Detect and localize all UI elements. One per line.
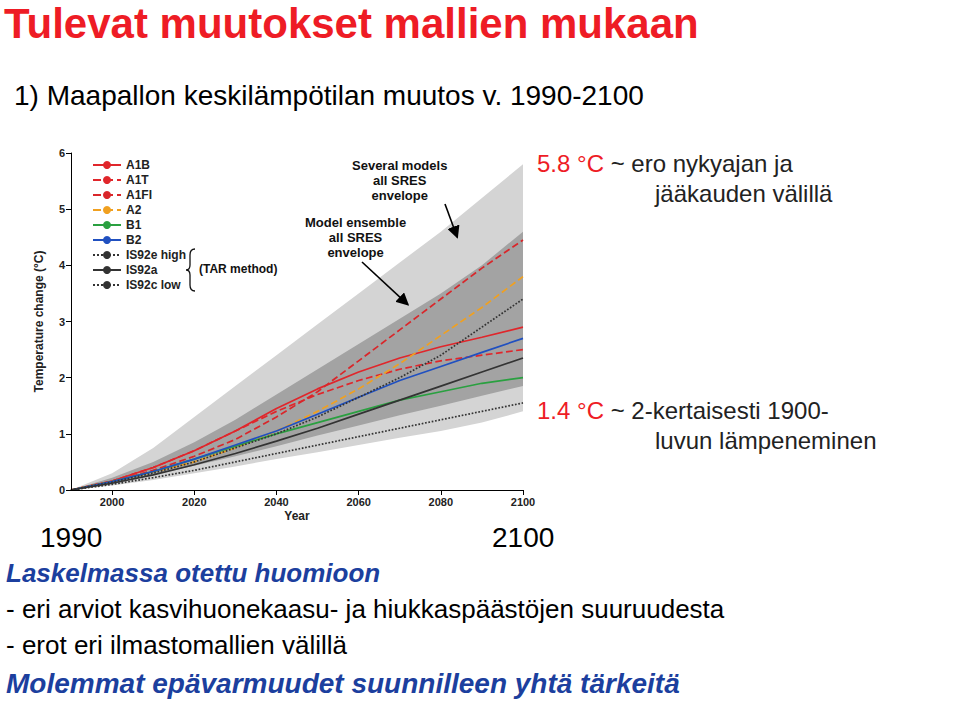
svg-text:B2: B2 xyxy=(126,233,142,247)
svg-text:IS92c low: IS92c low xyxy=(126,278,181,292)
svg-text:Temperature change (°C): Temperature change (°C) xyxy=(32,251,46,393)
svg-text:0: 0 xyxy=(59,484,65,496)
svg-text:A1B: A1B xyxy=(126,158,150,172)
html-text:Model ensemble all SRES envelo: Model ensemble all SRES envelope xyxy=(305,215,407,260)
svg-text:2000: 2000 xyxy=(100,496,124,508)
html-text:jääkauden välillä: jääkauden välillä xyxy=(655,180,833,208)
html-text:2100: 2100 xyxy=(492,522,555,553)
html-text:- eri arviot kasvihuonekaasu-: - eri arviot kasvihuonekaasu- ja hiukkas… xyxy=(6,594,725,624)
html-text:1.4 °C ~ 2-kertaisesti 1900-: 1.4 °C ~ 2-kertaisesti 1900- xyxy=(537,397,829,425)
svg-text:2: 2 xyxy=(59,372,65,384)
html-text:1) Maapallon keskilämpötilan m: 1) Maapallon keskilämpötilan muutos v. 1… xyxy=(14,80,644,111)
svg-text:2100: 2100 xyxy=(511,496,535,508)
html-text:5.8 °C ~ ero nykyajan ja: 5.8 °C ~ ero nykyajan ja xyxy=(537,150,793,178)
svg-text:Year: Year xyxy=(284,509,310,523)
svg-text:B1: B1 xyxy=(126,218,142,232)
html-text:(TAR method): (TAR method) xyxy=(199,262,278,276)
svg-text:IS92a: IS92a xyxy=(126,263,158,277)
svg-text:A1T: A1T xyxy=(126,173,149,187)
svg-text:3: 3 xyxy=(59,316,65,328)
svg-text:2020: 2020 xyxy=(182,496,206,508)
svg-text:A2: A2 xyxy=(126,203,142,217)
html-text:Laskelmassa otettu huomioon: Laskelmassa otettu huomioon xyxy=(6,558,381,588)
svg-text:2040: 2040 xyxy=(264,496,288,508)
html-text:Molemmat epävarmuudet suunnill: Molemmat epävarmuudet suunnilleen yhtä t… xyxy=(6,668,680,699)
svg-text:2080: 2080 xyxy=(429,496,453,508)
svg-text:1: 1 xyxy=(59,428,65,440)
html-text:Several models all SRES envelo: Several models all SRES envelope xyxy=(352,158,448,203)
html-text:- erot eri ilmastomallien väli: - erot eri ilmastomallien välillä xyxy=(6,630,347,660)
svg-text:6: 6 xyxy=(59,147,65,159)
html-text:luvun lämpeneminen: luvun lämpeneminen xyxy=(655,427,877,455)
html-text:1990: 1990 xyxy=(40,522,103,553)
svg-text:A1FI: A1FI xyxy=(126,188,152,202)
svg-text:2060: 2060 xyxy=(346,496,370,508)
svg-text:5: 5 xyxy=(59,203,65,215)
html-text:Tulevat muutokset mallien muka: Tulevat muutokset mallien mukaan xyxy=(4,0,699,47)
svg-text:4: 4 xyxy=(59,259,66,271)
svg-text:IS92e high: IS92e high xyxy=(126,248,186,262)
